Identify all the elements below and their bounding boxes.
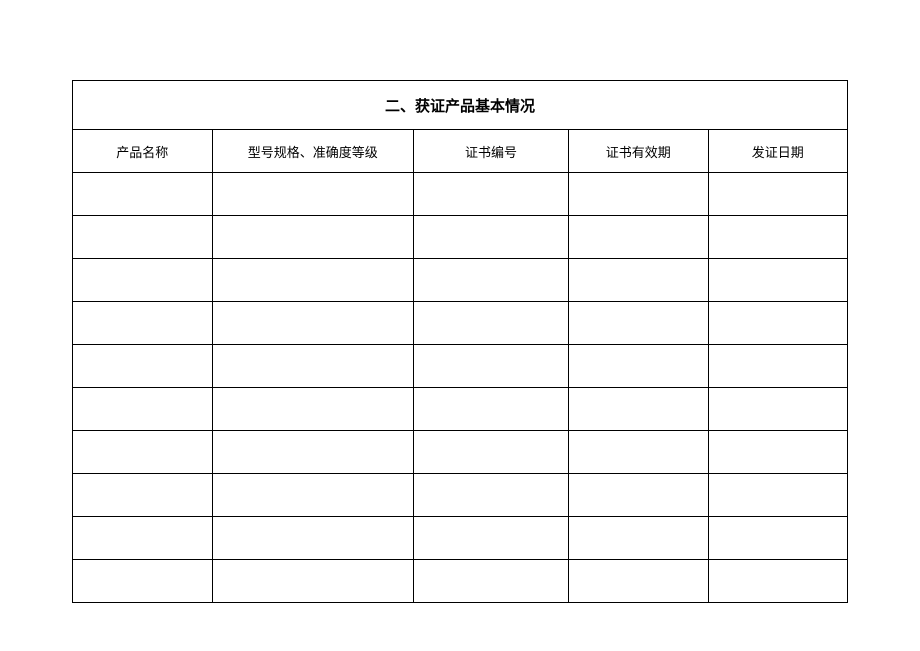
table-cell xyxy=(708,259,848,302)
table-row xyxy=(73,560,848,603)
table-cell xyxy=(414,173,569,216)
table-cell xyxy=(212,345,414,388)
table-row xyxy=(73,259,848,302)
table-row xyxy=(73,216,848,259)
table-row xyxy=(73,431,848,474)
table-cell xyxy=(708,517,848,560)
table-cell xyxy=(73,302,213,345)
table-cell xyxy=(212,302,414,345)
table-body xyxy=(73,173,848,603)
table-cell xyxy=(569,431,709,474)
document-page: 二、获证产品基本情况 产品名称型号规格、准确度等级证书编号证书有效期发证日期 xyxy=(0,0,920,643)
table-cell xyxy=(212,431,414,474)
table-cell xyxy=(212,216,414,259)
table-cell xyxy=(569,388,709,431)
table-cell xyxy=(73,173,213,216)
table-cell xyxy=(708,431,848,474)
column-header: 证书有效期 xyxy=(569,130,709,173)
table-cell xyxy=(73,474,213,517)
table-cell xyxy=(569,345,709,388)
table-cell xyxy=(708,216,848,259)
table-cell xyxy=(708,474,848,517)
table-row xyxy=(73,173,848,216)
table-cell xyxy=(414,345,569,388)
table-cell xyxy=(569,560,709,603)
table-row xyxy=(73,345,848,388)
table-cell xyxy=(414,517,569,560)
table-cell xyxy=(73,388,213,431)
table-row xyxy=(73,474,848,517)
table-cell xyxy=(212,388,414,431)
column-header: 发证日期 xyxy=(708,130,848,173)
table-cell xyxy=(414,259,569,302)
table-title: 二、获证产品基本情况 xyxy=(73,81,848,130)
table-cell xyxy=(414,388,569,431)
table-cell xyxy=(414,216,569,259)
table-cell xyxy=(73,259,213,302)
table-cell xyxy=(73,517,213,560)
table-cell xyxy=(569,302,709,345)
table-cell xyxy=(569,173,709,216)
table-row xyxy=(73,388,848,431)
table-cell xyxy=(212,173,414,216)
table-cell xyxy=(414,474,569,517)
table-cell xyxy=(212,517,414,560)
table-cell xyxy=(414,302,569,345)
table-cell xyxy=(569,517,709,560)
table-cell xyxy=(212,560,414,603)
table-cell xyxy=(73,560,213,603)
table-header-row: 产品名称型号规格、准确度等级证书编号证书有效期发证日期 xyxy=(73,130,848,173)
table-row xyxy=(73,517,848,560)
column-header: 产品名称 xyxy=(73,130,213,173)
column-header: 证书编号 xyxy=(414,130,569,173)
product-cert-table: 二、获证产品基本情况 产品名称型号规格、准确度等级证书编号证书有效期发证日期 xyxy=(72,80,848,603)
table-cell xyxy=(708,302,848,345)
table-cell xyxy=(708,345,848,388)
table-cell xyxy=(708,388,848,431)
table-title-row: 二、获证产品基本情况 xyxy=(73,81,848,130)
table-cell xyxy=(212,259,414,302)
column-header: 型号规格、准确度等级 xyxy=(212,130,414,173)
table-cell xyxy=(708,560,848,603)
table-cell xyxy=(73,216,213,259)
table-cell xyxy=(414,560,569,603)
table-cell xyxy=(212,474,414,517)
table-cell xyxy=(73,345,213,388)
table-cell xyxy=(569,474,709,517)
table-cell xyxy=(73,431,213,474)
table-cell xyxy=(708,173,848,216)
table-row xyxy=(73,302,848,345)
table-cell xyxy=(569,216,709,259)
table-cell xyxy=(569,259,709,302)
table-cell xyxy=(414,431,569,474)
